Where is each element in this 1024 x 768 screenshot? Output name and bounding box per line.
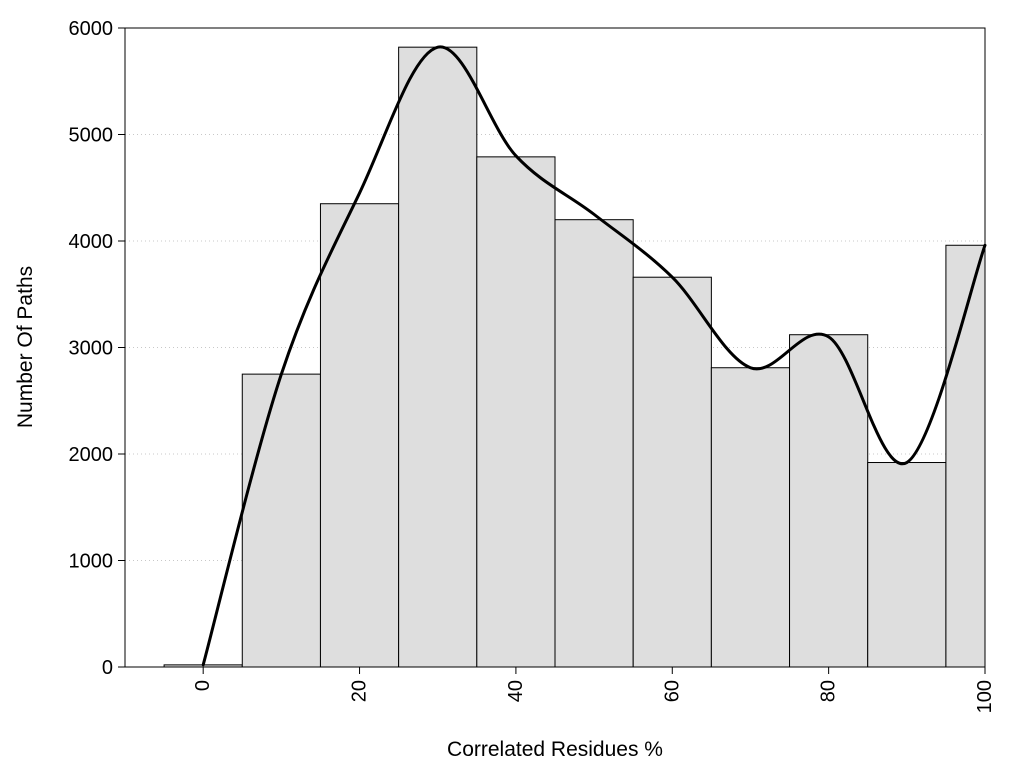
histogram-bar	[476, 156, 556, 668]
histogram-bar	[710, 367, 791, 668]
y-axis-ticks: 0 1000 2000 3000 4000 5000 6000	[69, 18, 125, 679]
x-tick-label: 60	[661, 680, 683, 702]
trend-line	[201, 45, 987, 667]
histogram-bar	[398, 46, 478, 668]
histogram-bar	[632, 276, 712, 668]
x-tick-label: 20	[349, 680, 371, 702]
x-tick-label: 40	[505, 680, 527, 702]
y-axis-title: Number Of Paths	[14, 266, 37, 428]
histogram-bar	[867, 462, 947, 668]
smoothed-curve	[201, 45, 987, 667]
histogram-bars	[163, 46, 986, 668]
histogram-bar	[554, 219, 634, 668]
y-tick-label: 3000	[69, 338, 114, 360]
x-axis-title: Correlated Residues %	[447, 738, 663, 761]
y-tick-label: 4000	[69, 231, 114, 253]
x-tick-label: 0	[192, 680, 214, 691]
y-tick-label: 6000	[69, 18, 114, 40]
x-tick-label: 80	[818, 680, 840, 702]
histogram-bar	[241, 373, 321, 668]
y-tick-label: 1000	[69, 551, 114, 573]
y-tick-label: 2000	[69, 444, 114, 466]
histogram-bar	[319, 203, 400, 668]
y-tick-label: 5000	[69, 125, 114, 147]
x-axis-ticks: 0 20 40 60 80 100	[192, 667, 996, 713]
y-tick-label: 0	[102, 657, 113, 679]
x-tick-label: 100	[974, 680, 996, 713]
